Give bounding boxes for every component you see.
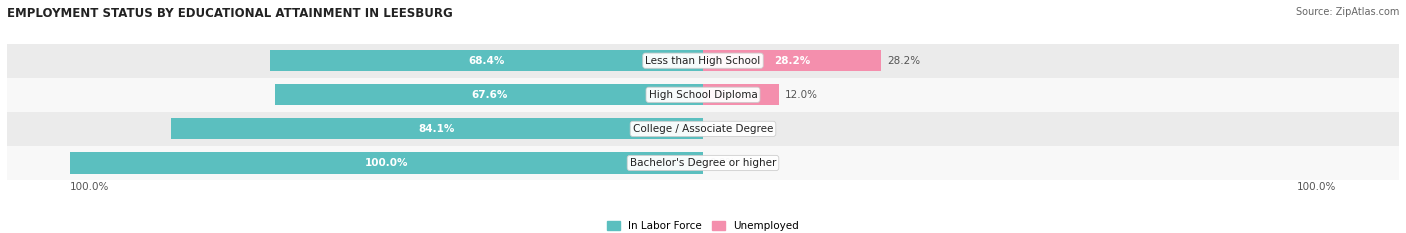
Bar [276, 84, 703, 105]
Bar [172, 118, 703, 140]
Legend: In Labor Force, Unemployed: In Labor Force, Unemployed [603, 217, 803, 233]
Text: College / Associate Degree: College / Associate Degree [633, 124, 773, 134]
Text: 84.1%: 84.1% [419, 124, 456, 134]
Text: 28.2%: 28.2% [775, 56, 810, 66]
Text: Less than High School: Less than High School [645, 56, 761, 66]
Text: High School Diploma: High School Diploma [648, 90, 758, 100]
Text: 68.4%: 68.4% [468, 56, 505, 66]
Text: 12.0%: 12.0% [785, 90, 818, 100]
Text: 12.0%: 12.0% [723, 90, 759, 100]
Bar [7, 146, 1399, 180]
Text: 100.0%: 100.0% [366, 158, 408, 168]
Bar [70, 152, 703, 174]
Text: 67.6%: 67.6% [471, 90, 508, 100]
Bar [703, 50, 882, 71]
Text: Source: ZipAtlas.com: Source: ZipAtlas.com [1295, 7, 1399, 17]
Text: 0.0%: 0.0% [710, 158, 735, 168]
Bar [7, 44, 1399, 78]
Bar [7, 78, 1399, 112]
Text: Bachelor's Degree or higher: Bachelor's Degree or higher [630, 158, 776, 168]
Text: 100.0%: 100.0% [70, 182, 110, 192]
Text: 100.0%: 100.0% [1296, 182, 1336, 192]
Text: EMPLOYMENT STATUS BY EDUCATIONAL ATTAINMENT IN LEESBURG: EMPLOYMENT STATUS BY EDUCATIONAL ATTAINM… [7, 7, 453, 20]
Bar [270, 50, 703, 71]
Bar [703, 84, 779, 105]
Text: 0.0%: 0.0% [710, 124, 735, 134]
Text: 28.2%: 28.2% [887, 56, 921, 66]
Bar [7, 112, 1399, 146]
